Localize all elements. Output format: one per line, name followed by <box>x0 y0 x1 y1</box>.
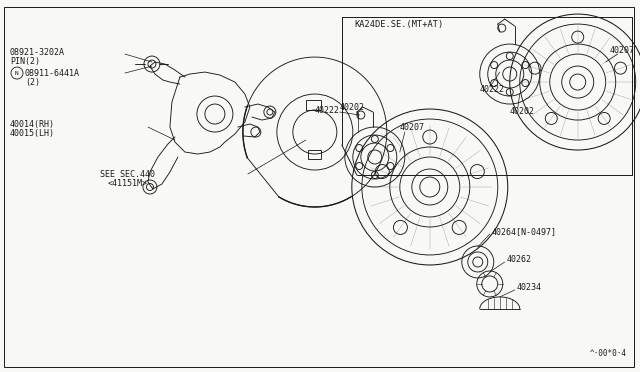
Text: 40262: 40262 <box>507 256 532 264</box>
Text: 40202: 40202 <box>510 106 535 116</box>
Text: 40202: 40202 <box>340 103 365 112</box>
Text: <41151M>: <41151M> <box>108 179 148 187</box>
Text: 40222: 40222 <box>315 106 340 115</box>
Text: 08911-6441A: 08911-6441A <box>25 68 80 77</box>
Text: 40207: 40207 <box>610 45 635 55</box>
Bar <box>308 150 321 159</box>
Text: 40222: 40222 <box>480 84 505 93</box>
Bar <box>306 100 321 110</box>
Text: ^·00*0·4: ^·00*0·4 <box>589 349 627 358</box>
Text: N: N <box>15 71 19 76</box>
Text: PIN(2): PIN(2) <box>10 57 40 65</box>
Text: 40014(RH): 40014(RH) <box>10 119 55 129</box>
Text: SEE SEC.440: SEE SEC.440 <box>100 170 155 179</box>
Text: 40015(LH): 40015(LH) <box>10 128 55 138</box>
Text: 40207: 40207 <box>400 122 425 132</box>
Text: 40264[N-0497]: 40264[N-0497] <box>492 228 557 237</box>
Text: 40234: 40234 <box>516 283 541 292</box>
Text: 08921-3202A: 08921-3202A <box>10 48 65 57</box>
Text: KA24DE.SE.(MT+AT): KA24DE.SE.(MT+AT) <box>355 20 444 29</box>
Text: (2): (2) <box>25 77 40 87</box>
